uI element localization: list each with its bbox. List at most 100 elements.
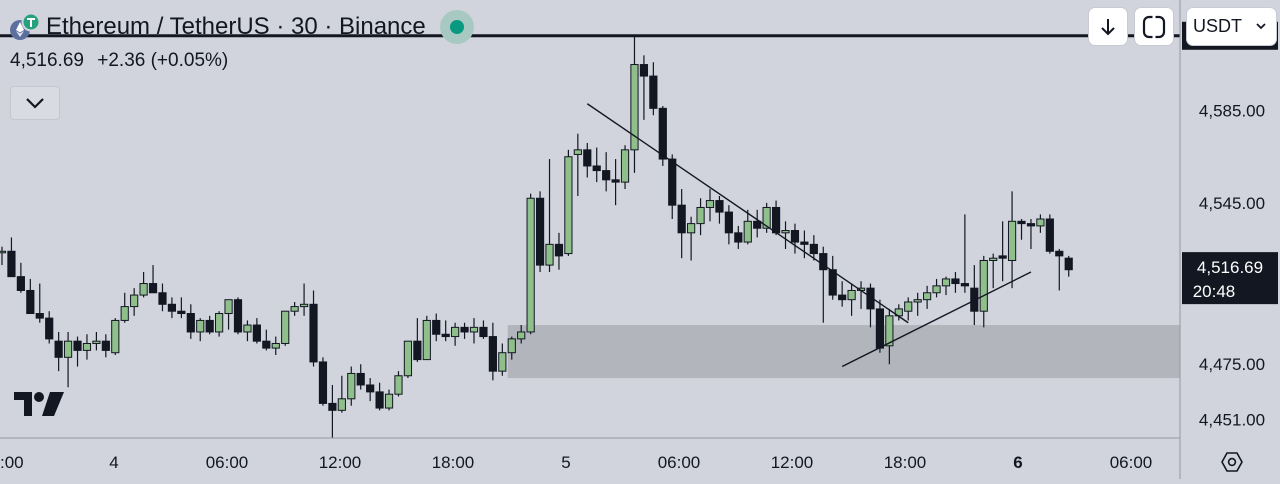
candle[interactable] [735, 226, 742, 249]
candle[interactable] [1065, 256, 1072, 277]
descending-trendline[interactable] [587, 104, 908, 323]
candle[interactable] [952, 272, 959, 293]
candle[interactable] [442, 320, 449, 341]
candle[interactable] [848, 284, 855, 316]
candle[interactable] [291, 302, 298, 316]
candle[interactable] [621, 145, 628, 189]
candle[interactable] [348, 367, 355, 406]
candle[interactable] [395, 371, 402, 396]
candle[interactable] [159, 284, 166, 312]
fullscreen-button[interactable] [1135, 8, 1173, 45]
candle[interactable] [452, 323, 459, 346]
candle[interactable] [83, 334, 90, 359]
candle[interactable] [867, 284, 874, 328]
candle[interactable] [338, 376, 345, 413]
candle[interactable] [574, 134, 581, 196]
candle[interactable] [933, 279, 940, 297]
candle[interactable] [716, 196, 723, 224]
candle[interactable] [121, 293, 128, 323]
collapse-legend-button[interactable] [10, 86, 60, 120]
symbol-title[interactable]: Ethereum / TetherUS · 30 · Binance [46, 13, 426, 41]
candle[interactable] [857, 281, 864, 309]
candle[interactable] [961, 214, 968, 292]
candle[interactable] [820, 247, 827, 323]
candle[interactable] [319, 357, 326, 405]
candle[interactable] [329, 385, 336, 438]
candle[interactable] [17, 263, 24, 293]
candle[interactable] [603, 152, 610, 191]
currency-select[interactable]: USDT [1187, 8, 1276, 45]
candle[interactable] [461, 323, 468, 339]
candle[interactable] [1027, 219, 1034, 249]
candle[interactable] [8, 237, 15, 276]
candle[interactable] [102, 334, 109, 357]
candle[interactable] [980, 256, 987, 327]
candle[interactable] [555, 233, 562, 270]
candle[interactable] [93, 332, 100, 350]
candle[interactable] [640, 55, 647, 120]
candle[interactable] [791, 224, 798, 254]
candle[interactable] [55, 332, 62, 371]
candle[interactable] [782, 221, 789, 249]
candle[interactable] [971, 265, 978, 325]
candle[interactable] [697, 198, 704, 235]
candle[interactable] [149, 265, 156, 293]
candle[interactable] [300, 284, 307, 316]
candle[interactable] [999, 221, 1006, 281]
candle[interactable] [74, 337, 81, 367]
candle[interactable] [914, 293, 921, 316]
candle[interactable] [178, 297, 185, 318]
candle[interactable] [688, 217, 695, 261]
candle[interactable] [772, 201, 779, 236]
candle[interactable] [206, 316, 213, 334]
candle[interactable] [46, 311, 53, 343]
candle[interactable] [244, 320, 251, 341]
candle[interactable] [272, 337, 279, 355]
candle[interactable] [112, 318, 119, 355]
candle[interactable] [650, 62, 657, 115]
candle[interactable] [1008, 191, 1015, 288]
candle[interactable] [829, 256, 836, 300]
candle[interactable] [1018, 219, 1025, 240]
tradingview-logo[interactable] [12, 390, 66, 423]
candle[interactable] [839, 281, 846, 306]
candle[interactable] [168, 297, 175, 318]
candle[interactable] [197, 318, 204, 341]
candle[interactable] [536, 191, 543, 272]
candle[interactable] [0, 247, 6, 265]
candle[interactable] [27, 279, 34, 314]
candle[interactable] [253, 318, 260, 343]
candle[interactable] [404, 341, 411, 378]
candle[interactable] [414, 318, 421, 362]
candle[interactable] [499, 343, 506, 375]
candle[interactable] [357, 364, 364, 389]
symbol-header[interactable]: Ethereum / TetherUS · 30 · Binance [10, 10, 474, 44]
candle[interactable] [924, 286, 931, 309]
candle[interactable] [131, 288, 138, 316]
candle[interactable] [546, 159, 553, 272]
candle[interactable] [310, 290, 317, 366]
candle[interactable] [876, 300, 883, 353]
candle[interactable] [584, 143, 591, 178]
demand-zone[interactable] [508, 325, 1180, 378]
candle[interactable] [423, 316, 430, 360]
candle[interactable] [367, 378, 374, 401]
candle[interactable] [36, 284, 43, 323]
candle[interactable] [385, 390, 392, 411]
candle[interactable] [593, 148, 600, 183]
candle[interactable] [1037, 214, 1044, 232]
candle[interactable] [187, 304, 194, 339]
candle[interactable] [527, 194, 534, 335]
download-button[interactable] [1089, 8, 1127, 45]
candle[interactable] [678, 189, 685, 258]
candle[interactable] [489, 323, 496, 381]
market-status-indicator[interactable] [440, 10, 474, 44]
candle[interactable] [282, 311, 289, 346]
candle[interactable] [140, 272, 147, 297]
candle[interactable] [905, 297, 912, 320]
candle[interactable] [754, 210, 761, 238]
candle[interactable] [216, 311, 223, 336]
candle[interactable] [263, 330, 270, 351]
candle[interactable] [433, 314, 440, 342]
candle[interactable] [1046, 214, 1053, 253]
